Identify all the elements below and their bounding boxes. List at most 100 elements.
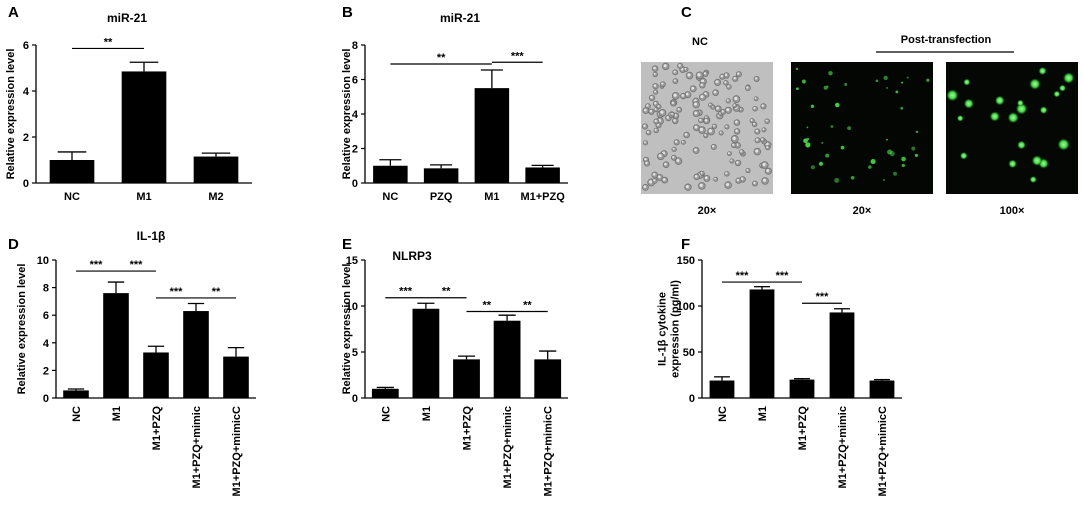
cell-highlight	[673, 93, 677, 97]
chart-title: miR-21	[440, 11, 480, 25]
fluorescent-cell	[826, 85, 829, 88]
cell-highlight	[678, 64, 681, 67]
fluorescent-cell	[803, 138, 808, 144]
cell-highlight	[715, 80, 719, 84]
cell-highlight	[674, 140, 678, 143]
cell-highlight	[654, 119, 657, 123]
x-tick-label: M1	[484, 191, 499, 203]
fluorescent-cell	[847, 126, 852, 131]
x-tick-label: NC	[717, 406, 729, 422]
cell-highlight	[681, 94, 684, 97]
cell-highlight	[746, 168, 749, 171]
cell-highlight	[761, 104, 765, 107]
bar	[474, 88, 510, 183]
significance-label: **	[483, 300, 492, 312]
cell-highlight	[725, 172, 728, 175]
x-tick-label: M1	[757, 406, 769, 421]
y-tick-label: 6	[23, 40, 29, 52]
chart-a: 0 2 4 6 Relative expression level NC M1 M2 **	[5, 36, 252, 203]
significance-label: ***	[399, 286, 413, 298]
cell-highlight	[712, 145, 715, 148]
cell-highlight	[754, 77, 758, 80]
bar	[525, 167, 560, 183]
chart-title: miR-21	[107, 11, 147, 25]
panel-letter-d: D	[8, 236, 19, 253]
cell-highlight	[672, 147, 675, 150]
cell-highlight	[700, 171, 703, 174]
bar	[709, 380, 735, 398]
cell-highlight	[663, 64, 667, 68]
x-tick-label: NC	[71, 406, 83, 422]
fluorescent-cell	[946, 88, 959, 102]
fluorescent-cell	[906, 76, 909, 79]
cell-highlight	[646, 104, 649, 107]
significance-label: **	[523, 300, 532, 312]
panel-c: C NC Post-transfection 20× 20× 100×	[641, 4, 1078, 217]
cell-highlight	[736, 178, 740, 182]
bar	[121, 71, 167, 183]
chart-title: IL-1β	[137, 229, 166, 243]
cell-highlight	[671, 101, 674, 104]
x-tick-label: M2	[208, 191, 223, 203]
fluorescent-cell	[1016, 140, 1026, 150]
cell-highlight	[699, 127, 703, 131]
cell-highlight	[685, 185, 689, 189]
fluorescent-cell	[1008, 159, 1018, 169]
x-tick-label: M1+PZQ+mimic	[837, 406, 849, 489]
cell-highlight	[726, 99, 729, 102]
cell-highlight	[653, 84, 657, 87]
fluorescent-cell	[1057, 138, 1071, 151]
cell-highlight	[691, 86, 695, 90]
fluorescent-cell	[1062, 72, 1075, 84]
cell-highlight	[762, 128, 765, 131]
cell-highlight	[766, 169, 770, 173]
cell-highlight	[714, 177, 717, 180]
x-tick-label: M1+PZQ+mimicC	[543, 406, 555, 497]
fluorescent-cell	[1029, 175, 1037, 184]
fluorescent-cell	[883, 75, 888, 80]
cell-highlight	[645, 161, 648, 165]
bar	[453, 359, 480, 398]
cell-highlight	[725, 125, 728, 128]
fluorescent-cell	[900, 106, 904, 110]
fluorescent-cell	[1028, 78, 1041, 91]
fluorescent-cell	[844, 82, 848, 86]
y-tick-label: 4	[23, 86, 30, 98]
cell-highlight	[666, 116, 670, 119]
cell-highlight	[727, 85, 730, 88]
bar	[412, 308, 440, 398]
y-tick-label: 8	[43, 283, 49, 295]
cell-highlight	[740, 150, 743, 153]
cell-highlight	[755, 138, 759, 141]
fluorescent-cell	[835, 102, 840, 108]
significance-label: ***	[816, 291, 830, 303]
bar	[63, 390, 89, 398]
cell-highlight	[649, 109, 653, 113]
bar	[423, 168, 459, 183]
y-tick-label: 8	[352, 40, 358, 52]
cell-highlight	[728, 152, 730, 155]
y-tick-label: 6	[352, 75, 358, 87]
magnification-label: 20×	[853, 205, 872, 217]
bar	[534, 359, 562, 398]
cell-highlight	[750, 119, 753, 122]
cell-highlight	[684, 67, 687, 70]
x-tick-label: NC	[380, 406, 392, 422]
panel-b: B miR-21	[342, 4, 480, 25]
cell-highlight	[753, 107, 756, 110]
fluorescent-cell	[901, 163, 905, 168]
chart-title: NLRP3	[392, 249, 432, 263]
cell-highlight	[732, 136, 736, 140]
fluorescent-cell	[825, 153, 830, 158]
fluorescent-cell	[926, 78, 930, 82]
cell-highlight	[643, 185, 647, 189]
cell-highlight	[726, 183, 730, 187]
fluorescent-cell	[963, 98, 975, 109]
cell-highlight	[713, 90, 717, 94]
cell-highlight	[687, 73, 691, 77]
significance-label: ***	[776, 270, 790, 282]
cell-highlight	[673, 119, 676, 122]
cell-highlight	[677, 107, 680, 111]
cell-highlight	[737, 72, 740, 75]
